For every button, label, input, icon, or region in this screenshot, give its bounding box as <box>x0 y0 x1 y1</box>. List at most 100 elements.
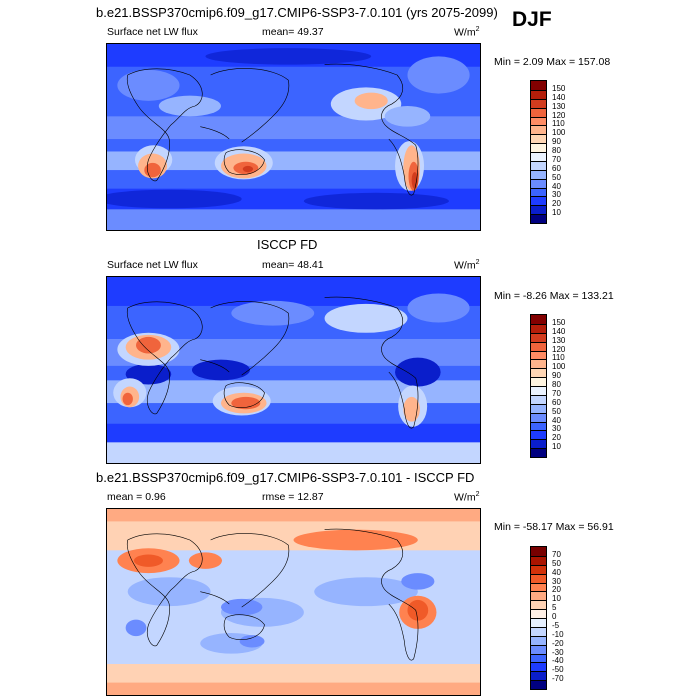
panel-1-mean-label: mean= <box>262 26 295 38</box>
colorbar-swatch <box>531 160 546 170</box>
colorbar-tick-label: 90 <box>552 371 561 381</box>
panel-3-title: b.e21.BSSP370cmip6.f09_g17.CMIP6-SSP3-7.… <box>96 470 475 485</box>
colorbar-swatch <box>531 386 546 395</box>
panel-1-mean: mean= 49.37 <box>262 26 324 38</box>
colorbar-tick-label: 150 <box>552 83 566 93</box>
colorbar-tick-label: 30 <box>552 424 561 434</box>
colorbar-swatch <box>531 125 546 135</box>
colorbar-swatch <box>531 430 546 440</box>
season-label: DJF <box>512 8 552 31</box>
panel-2-mean-value: 48.41 <box>297 259 324 271</box>
colorbar-swatch <box>531 644 546 654</box>
panel-1-units: W/m2 <box>454 26 480 39</box>
panel-3-map <box>106 508 481 696</box>
colorbar-tick-label: 70 <box>552 388 561 398</box>
colorbar-swatch <box>531 341 546 351</box>
colorbar-swatch <box>531 653 546 663</box>
panel-2-units: W/m2 <box>454 259 480 272</box>
colorbar-swatch <box>531 187 546 197</box>
colorbar-tick-label: 120 <box>552 110 566 120</box>
colorbar-swatch <box>531 609 546 618</box>
colorbar-tick-label: 110 <box>552 119 565 129</box>
colorbar-swatch <box>531 626 546 636</box>
colorbar-tick-label: -5 <box>552 620 560 630</box>
colorbar-swatch <box>531 564 546 574</box>
colorbar-swatch <box>531 591 546 601</box>
colorbar-tick-label: 50 <box>552 558 561 568</box>
colorbar-swatch <box>531 582 546 592</box>
colorbar-tick-label: -40 <box>552 656 564 666</box>
colorbar-swatch <box>531 205 546 215</box>
panel-2-mean-label: mean= <box>262 259 295 271</box>
colorbar-swatch <box>531 332 546 342</box>
colorbar-swatch <box>531 89 546 99</box>
panel-1-variable-label: Surface net LW flux <box>107 26 198 38</box>
colorbar-swatch <box>531 573 546 583</box>
colorbar-tick-label: 30 <box>552 190 561 200</box>
colorbar-swatch <box>531 439 546 449</box>
colorbar-tick-label: 80 <box>552 146 561 155</box>
colorbar-tick-label: 0 <box>552 612 557 621</box>
colorbar-swatch <box>531 448 546 457</box>
colorbar-swatch <box>531 412 546 422</box>
panel-2-minmax: Min = -8.26 Max = 133.21 <box>494 290 614 302</box>
colorbar-tick-label: 70 <box>552 154 561 164</box>
colorbar-swatch <box>531 680 546 689</box>
colorbar-tick-label: 150 <box>552 317 566 327</box>
colorbar-swatch <box>531 671 546 681</box>
colorbar-swatch <box>531 368 546 378</box>
colorbar-tick-label: 100 <box>552 362 566 372</box>
colorbar-tick-label: 20 <box>552 433 561 443</box>
colorbar-swatch <box>531 618 546 627</box>
panel-2-map <box>106 276 481 464</box>
panel-3-rmse-value: 12.87 <box>297 491 324 503</box>
panel-3-mean: mean = 0.96 <box>107 491 166 503</box>
panel-1-colorbar-ticks: 150 140 130 120 110 100 90 80 70 60 50 40 30 20 10 <box>552 80 592 222</box>
colorbar-swatch <box>531 600 546 610</box>
colorbar-tick-label: 20 <box>552 585 561 595</box>
colorbar-tick-label: -20 <box>552 638 564 648</box>
panel-1-title: b.e21.BSSP370cmip6.f09_g17.CMIP6-SSP3-7.… <box>96 5 498 20</box>
panel-3-minmax: Min = -58.17 Max = 56.91 <box>494 521 614 533</box>
colorbar-tick-label: 100 <box>552 128 566 138</box>
colorbar-swatch <box>531 178 546 188</box>
colorbar-swatch <box>531 323 546 333</box>
panel-2-mean: mean= 48.41 <box>262 259 324 271</box>
colorbar-swatch <box>531 403 546 413</box>
colorbar-tick-label: -50 <box>552 665 564 675</box>
colorbar-tick-label: 40 <box>552 567 561 577</box>
colorbar-tick-label: 110 <box>552 353 565 363</box>
colorbar-swatch <box>531 315 546 324</box>
colorbar-swatch <box>531 98 546 108</box>
colorbar-swatch <box>531 350 546 360</box>
colorbar-tick-label: 140 <box>552 326 566 336</box>
colorbar-swatch <box>531 394 546 404</box>
colorbar-swatch <box>531 662 546 672</box>
colorbar-tick-label: 10 <box>552 442 561 452</box>
colorbar-tick-label: 130 <box>552 101 566 111</box>
panel-2-variable-label: Surface net LW flux <box>107 259 198 271</box>
panel-3-rmse: rmse = 12.87 <box>262 491 324 503</box>
colorbar-swatch <box>531 196 546 206</box>
colorbar-swatch <box>531 555 546 565</box>
colorbar-swatch <box>531 547 546 556</box>
colorbar-swatch <box>531 134 546 144</box>
colorbar-tick-label: -70 <box>552 674 564 684</box>
panel-1-minmax: Min = 2.09 Max = 157.08 <box>494 56 611 68</box>
colorbar-tick-label: 30 <box>552 576 561 586</box>
panel-3-colorbar <box>530 546 547 690</box>
panel-1-map <box>106 43 481 231</box>
colorbar-tick-label: 50 <box>552 172 561 182</box>
colorbar-tick-label: -30 <box>552 647 564 657</box>
colorbar-swatch <box>531 214 546 223</box>
colorbar-tick-label: 5 <box>552 603 557 613</box>
colorbar-tick-label: 50 <box>552 406 561 416</box>
colorbar-swatch <box>531 143 546 152</box>
panel-2-colorbar <box>530 314 547 458</box>
colorbar-swatch <box>531 635 546 645</box>
colorbar-tick-label: 60 <box>552 397 561 407</box>
panel-3-rmse-label: rmse = <box>262 491 295 503</box>
colorbar-swatch <box>531 169 546 179</box>
panel-3-units: W/m2 <box>454 491 480 504</box>
panel-1-colorbar <box>530 80 547 224</box>
